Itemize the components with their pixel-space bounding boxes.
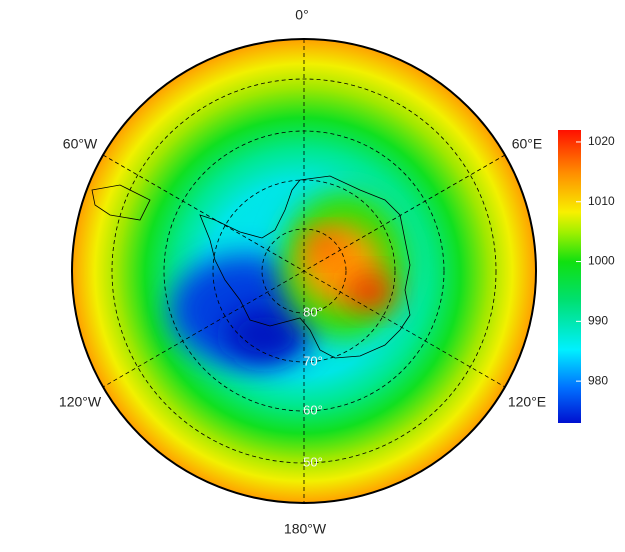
colorbar-tick-label: 990 [588, 314, 608, 328]
longitude-label: 60°E [512, 136, 543, 152]
longitude-label: 0° [295, 7, 308, 23]
longitude-label: 60°W [63, 136, 98, 152]
map-border [71, 38, 537, 504]
colorbar-tick-label: 980 [588, 373, 608, 387]
longitude-label: 180°W [284, 521, 327, 537]
longitude-label: 120°E [508, 394, 546, 410]
colorbar [558, 130, 581, 423]
latitude-label: 80° [303, 304, 323, 319]
graticule [102, 39, 506, 503]
latitude-label: 70° [303, 353, 323, 368]
colorbar-tick-label: 1000 [588, 254, 615, 268]
longitude-label: 120°W [59, 394, 102, 410]
colorbar-tick-label: 1010 [588, 194, 615, 208]
coastline [91, 175, 411, 359]
latitude-label: 60° [303, 402, 323, 417]
colorbar-tick-label: 1020 [588, 134, 615, 148]
latitude-label: 50° [303, 454, 323, 469]
